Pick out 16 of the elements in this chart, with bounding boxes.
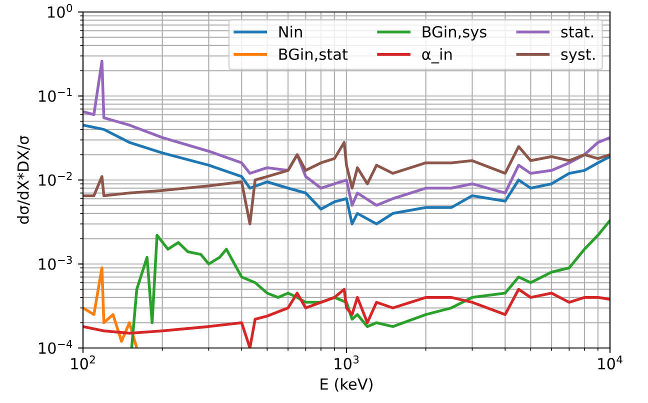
y-tick-label: 10$^{−2}$ [39,172,72,186]
y-tick-label: 10$^{−4}$ [39,340,72,354]
x-tick-label: 10$^{2}$ [71,355,95,370]
y-tick-label: 10$^{−1}$ [39,88,72,102]
x-axis-title: E (keV) [320,378,372,392]
legend-label: stat. [561,26,593,38]
legend-label: α_in [422,48,452,64]
y-axis-title: dσ/dX*DX/σ [17,136,30,224]
legend-label: Nin [279,26,302,38]
y-tick-label: 10$^{−3}$ [39,256,72,270]
legend-label: syst. [561,49,595,63]
y-tick-label: 10$^{0}$ [48,4,72,18]
x-tick-label: 10$^{3}$ [334,355,359,370]
legend-label: BGin,sys [422,26,486,41]
legend-label: BGin,stat [279,48,348,62]
x-tick-label: 10$^{4}$ [598,356,622,370]
